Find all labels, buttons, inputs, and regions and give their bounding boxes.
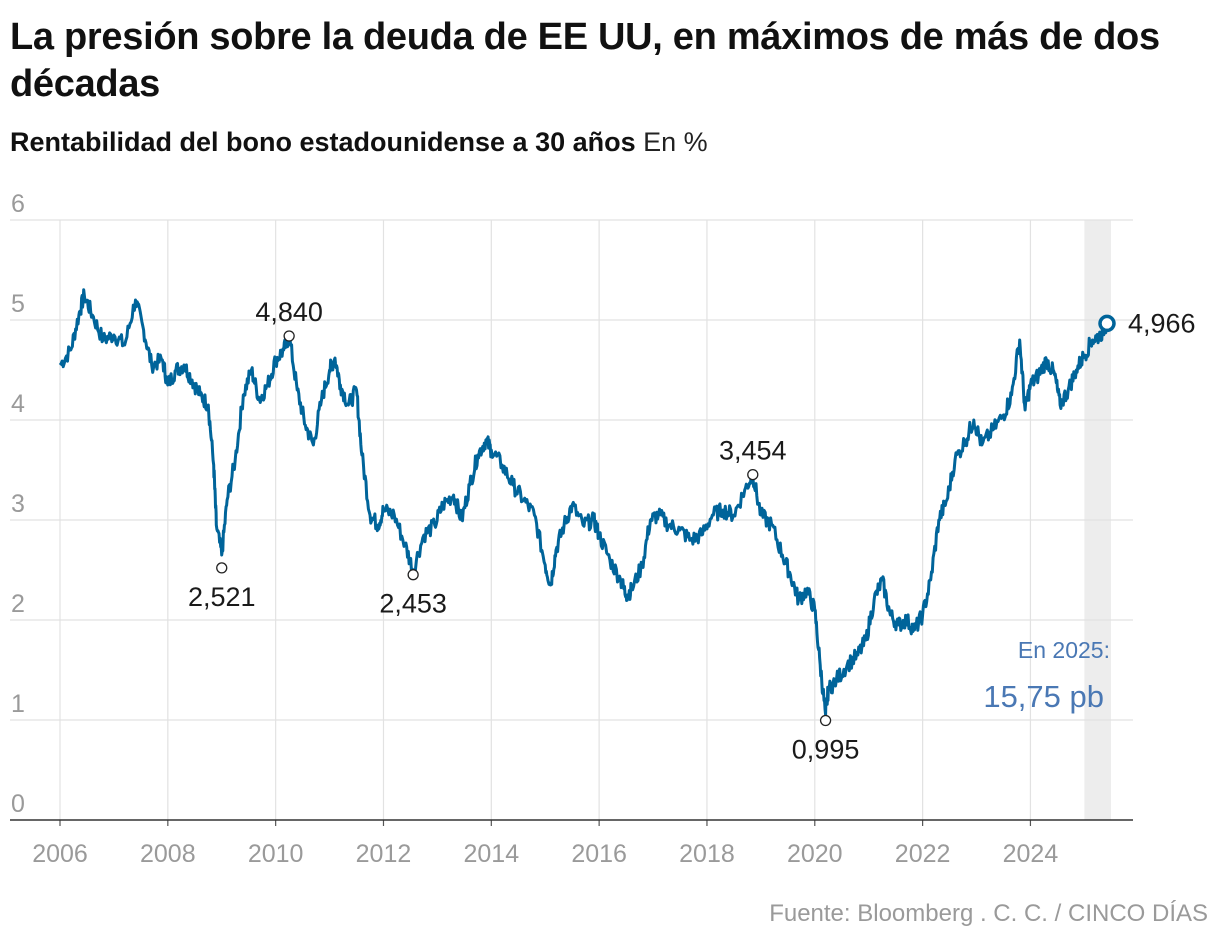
last-value-label: 4,966	[1128, 308, 1196, 338]
note-2025-value: 15,75 pb	[983, 679, 1104, 714]
x-tick-label: 2010	[248, 840, 304, 868]
annotation-marker	[819, 714, 832, 727]
x-tick-label: 2016	[571, 840, 627, 868]
note-2025-label: En 2025:	[1018, 637, 1110, 663]
y-tick-label: 6	[11, 190, 25, 218]
y-tick-label: 1	[11, 690, 25, 718]
annotation-marker	[283, 330, 295, 342]
y-tick-label: 2	[11, 590, 25, 618]
annotation-label: 3,454	[719, 436, 787, 466]
subtitle-text: Rentabilidad del bono estadounidense a 3…	[10, 127, 636, 157]
x-tick-label: 2008	[140, 840, 196, 868]
chart-title: La presión sobre la deuda de EE UU, en m…	[10, 16, 1160, 105]
chart-subtitle: Rentabilidad del bono estadounidense a 3…	[10, 124, 708, 160]
series-line	[58, 288, 1109, 717]
y-tick-label: 4	[11, 390, 25, 418]
x-tick-label: 2022	[895, 840, 951, 868]
x-tick-label: 2012	[356, 840, 412, 868]
annotation-label: 2,453	[379, 589, 447, 619]
x-tick-label: 2006	[32, 840, 88, 868]
source-note: Fuente: Bloomberg . C. C. / CINCO DÍAS	[769, 900, 1208, 927]
annotation-marker	[747, 468, 759, 481]
y-tick-label: 5	[11, 290, 25, 318]
annotation-marker	[407, 569, 419, 581]
y-tick-label: 3	[11, 490, 25, 518]
last-value-marker	[1098, 314, 1116, 333]
annotation-marker	[216, 562, 228, 574]
x-tick-label: 2014	[463, 840, 519, 868]
unit-label: En %	[643, 127, 708, 157]
annotation-label: 0,995	[792, 735, 860, 765]
x-tick-label: 2020	[787, 840, 843, 868]
x-tick-label: 2024	[1003, 840, 1059, 868]
y-tick-label: 0	[11, 790, 25, 818]
annotation-label: 2,521	[188, 582, 256, 612]
x-tick-label: 2018	[679, 840, 735, 868]
annotation-label: 4,840	[255, 297, 323, 327]
